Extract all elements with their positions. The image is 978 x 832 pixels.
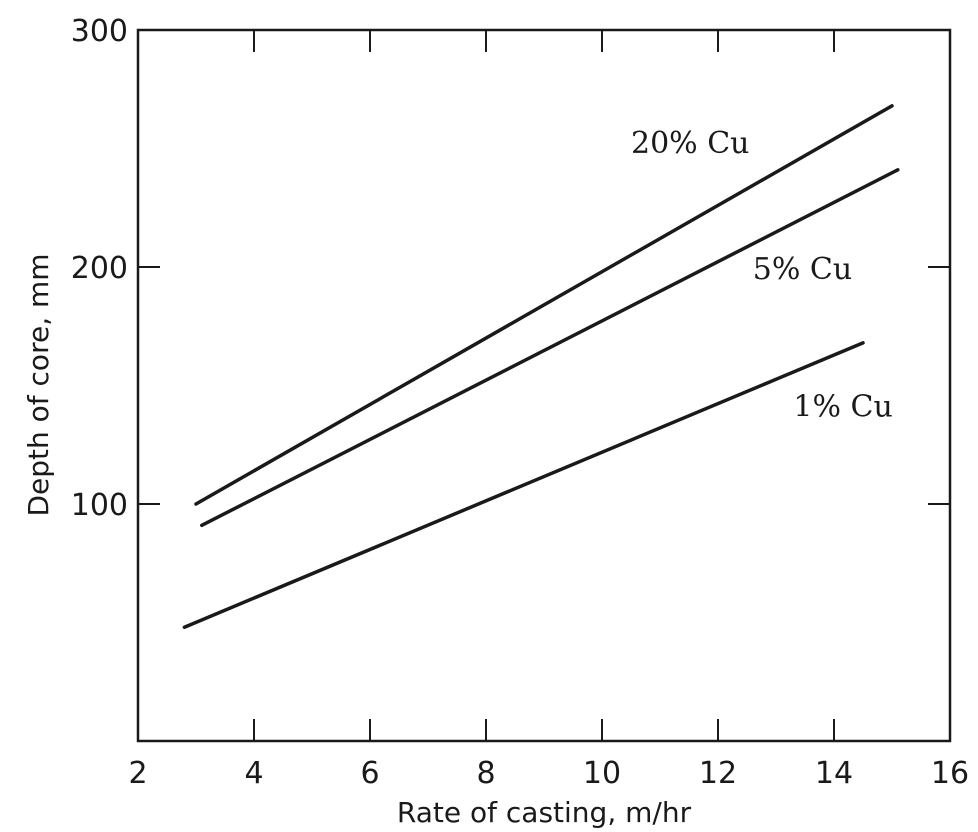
- axis-ticks: [138, 30, 950, 741]
- series-line: [200, 168, 900, 528]
- series-line: [182, 341, 865, 629]
- y-tick-label: 100: [71, 488, 128, 523]
- series-lines: [182, 104, 900, 629]
- plot-frame: [136, 28, 952, 743]
- x-tick-label: 8: [476, 756, 495, 791]
- x-tick-label: 14: [815, 756, 853, 791]
- y-axis-title: Depth of core, mm: [22, 253, 55, 516]
- series-label: 20% Cu: [631, 126, 750, 161]
- x-tick-label: 10: [583, 756, 621, 791]
- x-tick-label: 4: [244, 756, 263, 791]
- x-axis-title: Rate of casting, m/hr: [397, 796, 692, 829]
- y-tick-label: 200: [71, 251, 128, 286]
- series-line: [194, 104, 894, 506]
- x-tick-label: 6: [360, 756, 379, 791]
- y-tick-label: 300: [71, 14, 128, 49]
- series-label: 5% Cu: [753, 252, 852, 287]
- x-tick-label: 16: [931, 756, 969, 791]
- x-tick-label: 2: [128, 756, 147, 791]
- x-tick-label: 12: [699, 756, 737, 791]
- tick-labels: 2 4 6 8 10 12 14 16 100 200 300: [71, 14, 969, 791]
- series-labels: 20% Cu 5% Cu 1% Cu: [631, 126, 893, 424]
- series-label: 1% Cu: [793, 389, 892, 424]
